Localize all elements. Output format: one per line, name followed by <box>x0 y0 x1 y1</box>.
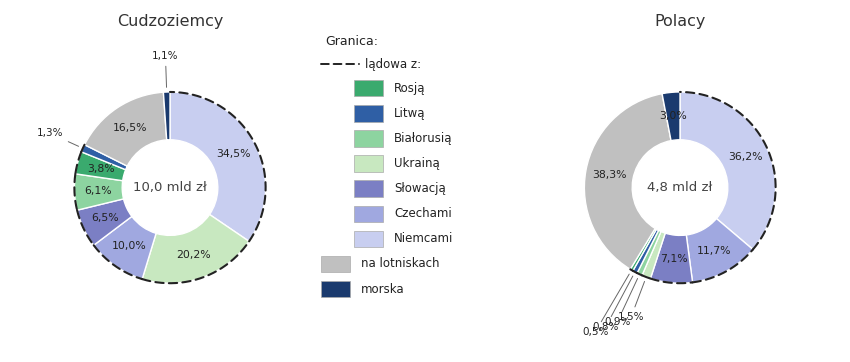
Text: Granica:: Granica: <box>326 35 378 48</box>
Wedge shape <box>633 229 659 273</box>
FancyBboxPatch shape <box>354 206 383 222</box>
Text: 3,0%: 3,0% <box>660 111 687 121</box>
Text: lądowa z:: lądowa z: <box>366 58 422 71</box>
Text: 34,5%: 34,5% <box>216 149 251 159</box>
Text: Litwą: Litwą <box>394 107 426 120</box>
Text: 20,2%: 20,2% <box>177 250 211 260</box>
Text: 0,5%: 0,5% <box>582 274 629 337</box>
Text: 36,2%: 36,2% <box>728 152 762 163</box>
Wedge shape <box>75 174 123 210</box>
Wedge shape <box>82 145 128 170</box>
Wedge shape <box>680 92 775 249</box>
FancyBboxPatch shape <box>354 130 383 147</box>
FancyBboxPatch shape <box>354 231 383 247</box>
Wedge shape <box>77 199 132 245</box>
Wedge shape <box>142 214 249 283</box>
Text: 0,9%: 0,9% <box>604 278 638 327</box>
Text: 38,3%: 38,3% <box>592 170 626 180</box>
FancyBboxPatch shape <box>354 155 383 172</box>
Text: morska: morska <box>361 283 405 296</box>
Wedge shape <box>94 216 156 279</box>
Title: Cudzoziemcy: Cudzoziemcy <box>116 14 224 29</box>
Wedge shape <box>686 219 753 282</box>
Wedge shape <box>631 228 656 271</box>
Text: 0,8%: 0,8% <box>592 276 632 332</box>
Wedge shape <box>642 231 666 278</box>
Text: 6,5%: 6,5% <box>92 213 119 223</box>
Text: 1,5%: 1,5% <box>618 281 644 322</box>
Text: 6,1%: 6,1% <box>84 186 112 196</box>
Text: 16,5%: 16,5% <box>113 123 148 133</box>
Text: Rosją: Rosją <box>394 82 426 95</box>
Text: 3,8%: 3,8% <box>87 164 115 174</box>
Text: 1,3%: 1,3% <box>37 128 78 146</box>
Text: 4,8 mld zł: 4,8 mld zł <box>648 181 712 194</box>
Text: 10,0%: 10,0% <box>111 241 146 251</box>
Wedge shape <box>163 92 170 140</box>
Text: 1,1%: 1,1% <box>152 51 178 87</box>
Text: Ukrainą: Ukrainą <box>394 157 439 170</box>
Wedge shape <box>638 230 661 275</box>
Wedge shape <box>650 233 693 283</box>
Wedge shape <box>170 92 265 241</box>
FancyBboxPatch shape <box>354 180 383 197</box>
Text: Słowacją: Słowacją <box>394 182 445 195</box>
Text: 7,1%: 7,1% <box>660 254 688 264</box>
Text: Niemcami: Niemcami <box>394 232 453 245</box>
Text: 10,0 mld zł: 10,0 mld zł <box>133 181 207 194</box>
Text: Czechami: Czechami <box>394 207 452 220</box>
Text: Białorusią: Białorusią <box>394 132 452 145</box>
Wedge shape <box>76 152 126 181</box>
FancyBboxPatch shape <box>354 105 383 122</box>
FancyBboxPatch shape <box>354 80 383 97</box>
FancyBboxPatch shape <box>321 281 350 297</box>
FancyBboxPatch shape <box>321 256 350 272</box>
Title: Polacy: Polacy <box>654 14 706 29</box>
Wedge shape <box>84 92 167 166</box>
Wedge shape <box>662 92 680 140</box>
Wedge shape <box>585 94 671 269</box>
Text: na lotniskach: na lotniskach <box>361 257 439 270</box>
Text: 11,7%: 11,7% <box>697 245 732 256</box>
